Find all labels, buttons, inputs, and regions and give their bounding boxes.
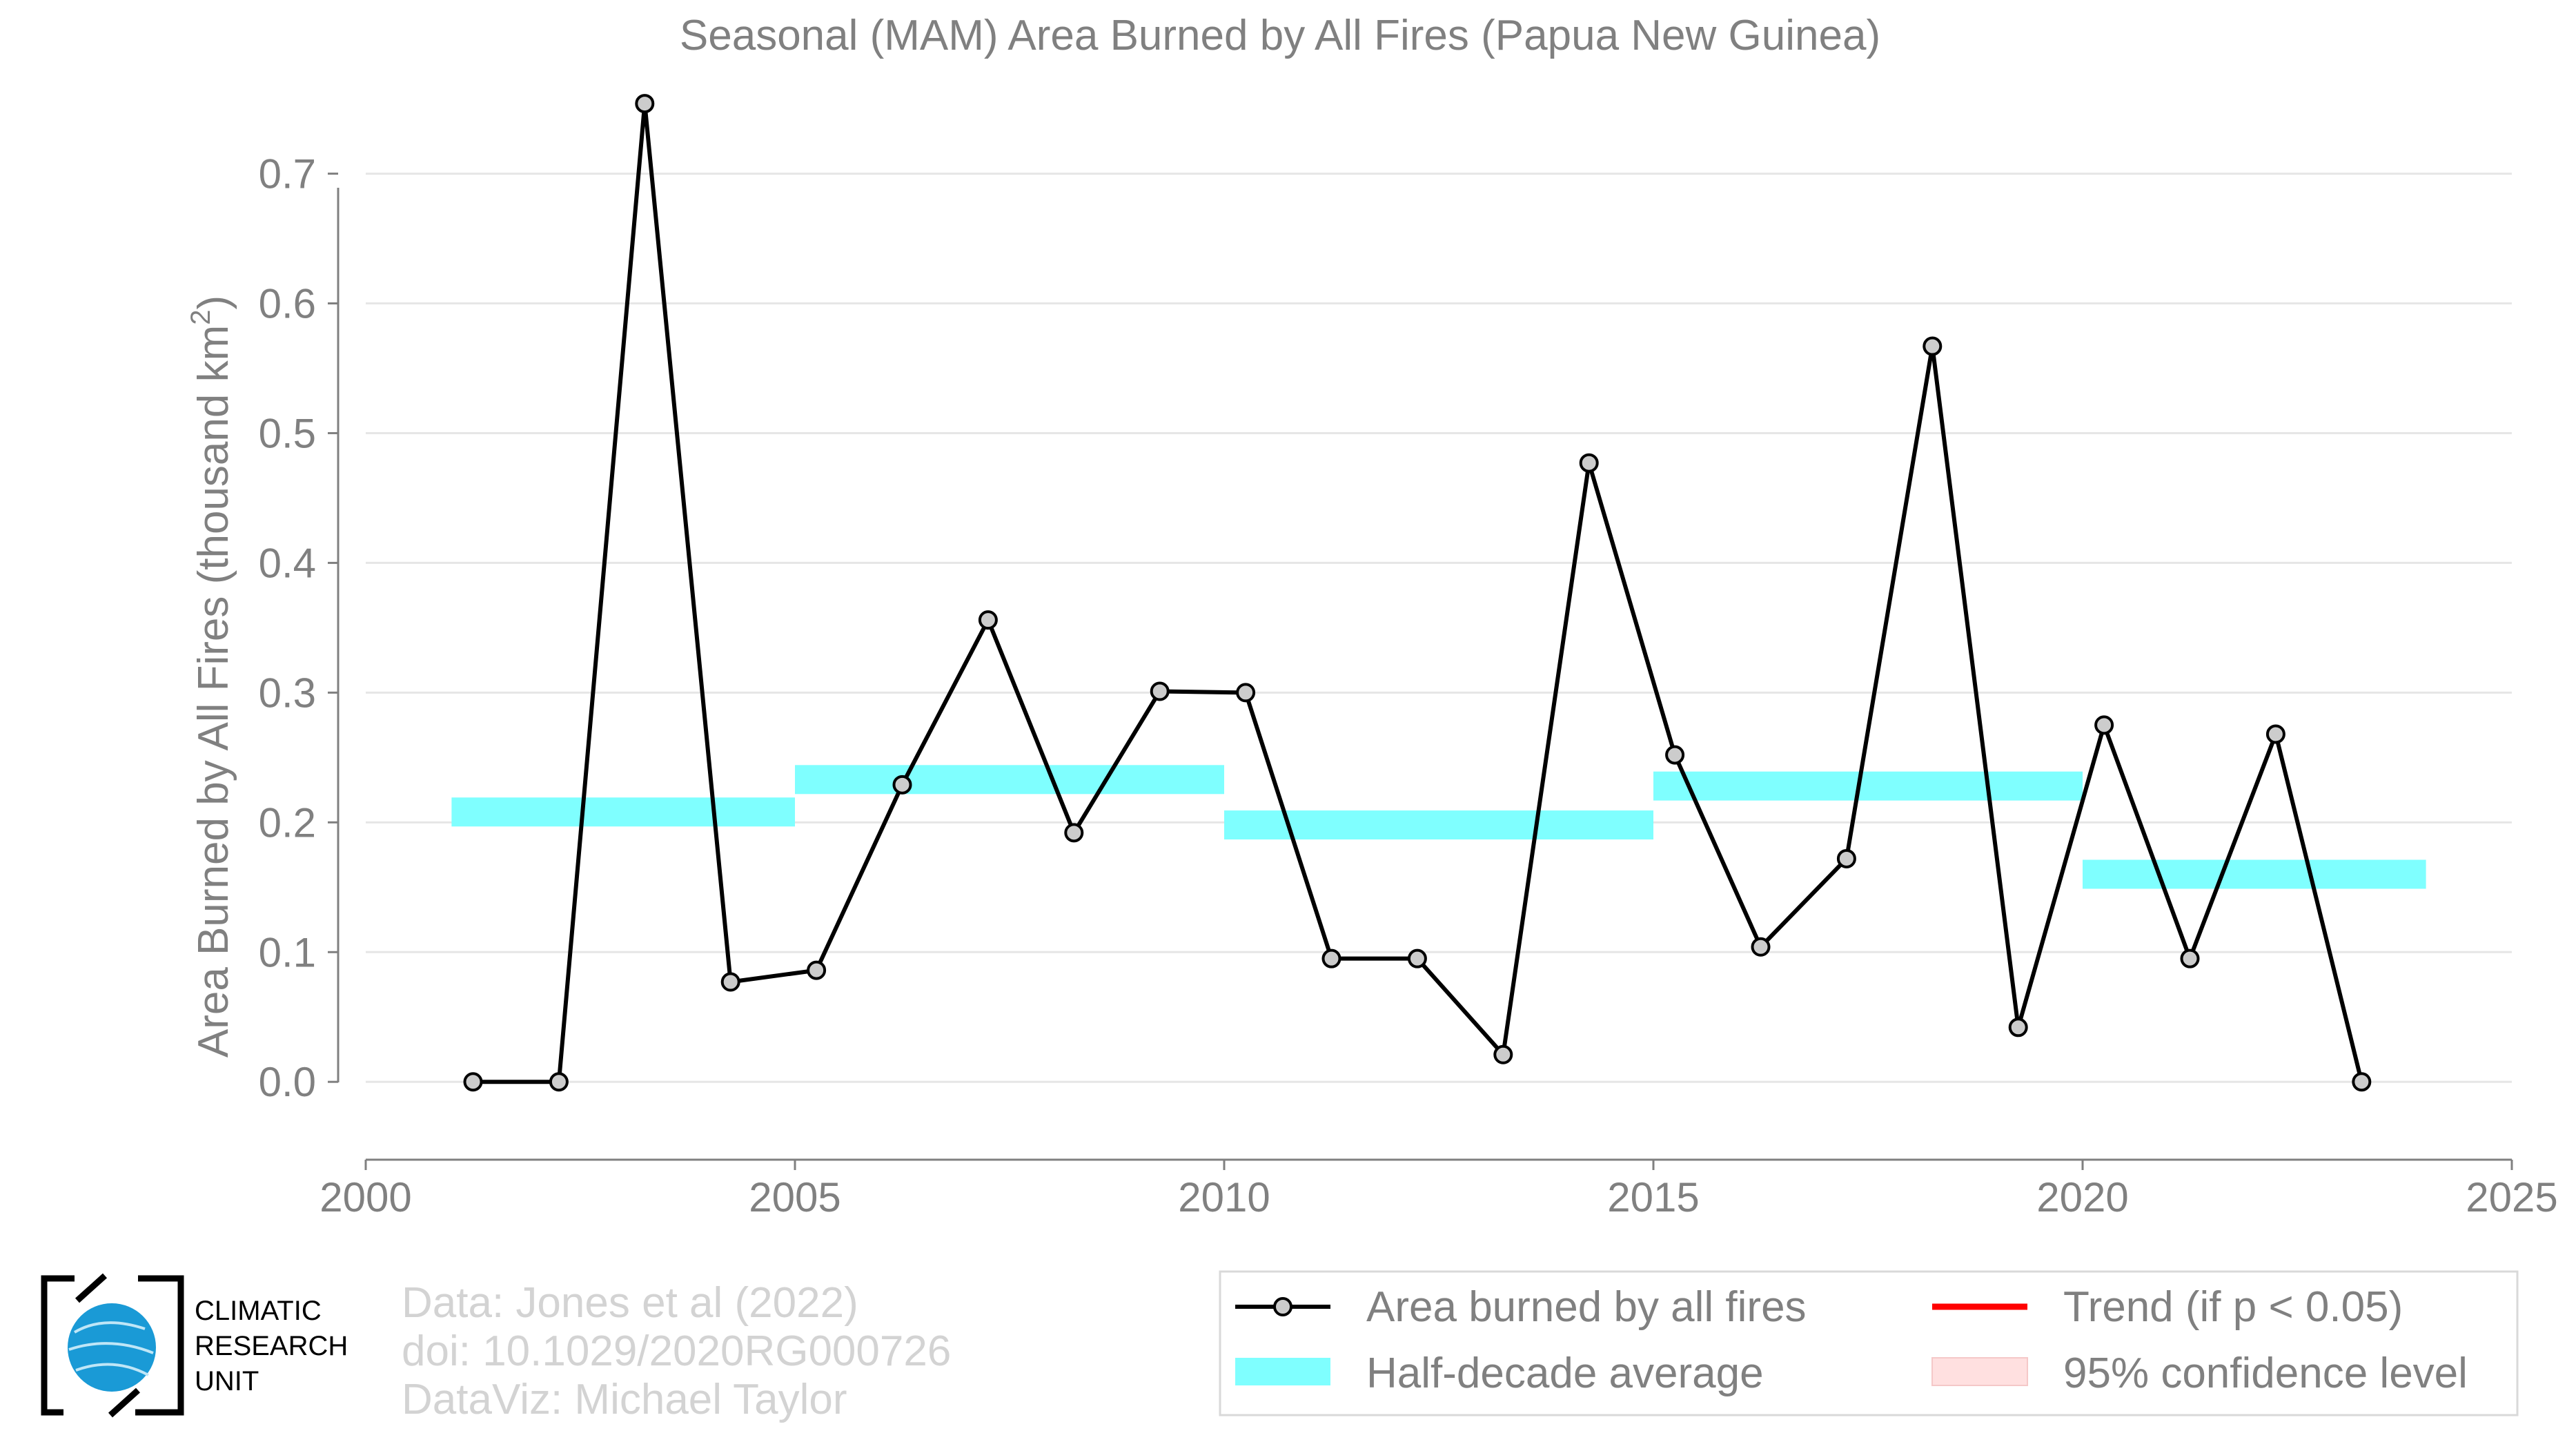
x-tick-label: 2015 <box>1607 1174 1699 1220</box>
y-axis-label-end: ) <box>190 295 237 310</box>
data-point <box>2094 715 2114 735</box>
x-tick-label: 2000 <box>319 1174 411 1220</box>
credit-dataviz: DataViz: Michael Taylor <box>402 1376 847 1423</box>
logo-slash-bottom <box>108 1387 141 1418</box>
data-point <box>1236 683 1256 703</box>
logo-bracket-left <box>41 1275 75 1416</box>
data-point <box>2008 1017 2028 1038</box>
half-decade-bar <box>451 797 795 827</box>
axes <box>337 188 2512 1161</box>
y-tick-label: 0.3 <box>259 670 316 716</box>
data-point <box>1150 681 1170 701</box>
data-point <box>2352 1072 2372 1092</box>
chart-title: Seasonal (MAM) Area Burned by All Fires … <box>680 12 1880 59</box>
legend-label-area-burned: Area burned by all fires <box>1366 1283 1807 1331</box>
data-point <box>720 972 740 992</box>
y-tick-label: 0.5 <box>259 410 316 456</box>
x-ticks: 2000 2005 2010 2015 2020 2025 <box>319 1160 2558 1220</box>
legend-label-confidence: 95% confidence level <box>2063 1350 2468 1397</box>
logo-line-3: UNIT <box>195 1366 259 1396</box>
logo-bracket-right <box>135 1275 184 1416</box>
data-point <box>978 610 998 630</box>
logo-line-1: CLIMATIC <box>195 1296 322 1326</box>
data-point <box>2180 948 2200 968</box>
data-point <box>892 775 912 795</box>
x-tick-label: 2010 <box>1178 1174 1270 1220</box>
credits: Data: Jones et al (2022) doi: 10.1029/20… <box>402 1279 951 1423</box>
data-point <box>1836 848 1856 868</box>
logo-slash-top <box>75 1273 108 1303</box>
legend: Area burned by all fires Trend (if p < 0… <box>1219 1270 2519 1416</box>
data-point <box>1493 1044 1513 1064</box>
logo-globe-swirl <box>68 1321 154 1376</box>
data-point <box>1923 336 1943 356</box>
half-decade-bar <box>795 765 1224 795</box>
y-tick-label: 0.6 <box>259 281 316 327</box>
credit-data: Data: Jones et al (2022) <box>402 1279 858 1327</box>
y-axis-label-sup: 2 <box>186 310 216 325</box>
legend-marker-area-burned <box>1273 1297 1292 1316</box>
data-point <box>1407 948 1427 968</box>
data-point <box>1064 823 1084 843</box>
x-tick-label: 2025 <box>2466 1174 2557 1220</box>
data-point <box>549 1072 569 1092</box>
y-axis-label: Area Burned by All Fires (thousand km2) <box>186 295 237 1058</box>
logo-line-2: RESEARCH <box>195 1331 348 1361</box>
y-tick-label: 0.7 <box>259 151 316 197</box>
x-tick-label: 2005 <box>749 1174 840 1220</box>
grid <box>366 173 2512 1083</box>
half-decade-bar <box>2083 859 2426 889</box>
series-line-area-burned <box>473 101 2364 1084</box>
data-point <box>807 960 827 980</box>
y-tick-label: 0.1 <box>259 929 316 975</box>
series-markers <box>463 94 2372 1092</box>
data-point <box>2265 724 2285 744</box>
half-decade-bar <box>1653 771 2083 801</box>
data-point <box>1665 745 1685 765</box>
legend-swatch-confidence <box>1931 1357 2028 1386</box>
y-axis-label-main: Area Burned by All Fires (thousand km <box>190 325 237 1058</box>
y-tick-label: 0.2 <box>259 799 316 846</box>
legend-box <box>1219 1270 2519 1416</box>
x-tick-label: 2020 <box>2036 1174 2128 1220</box>
data-point <box>1579 453 1599 473</box>
data-point <box>635 94 655 114</box>
half-decade-bar <box>1224 810 1653 840</box>
credit-doi: doi: 10.1029/2020RG000726 <box>402 1327 951 1375</box>
y-tick-label: 0.0 <box>259 1059 316 1105</box>
data-point <box>1751 937 1771 957</box>
data-point <box>1321 948 1341 968</box>
cru-logo: CLIMATIC RESEARCH UNIT <box>41 1273 348 1418</box>
legend-label-trend: Trend (if p < 0.05) <box>2063 1283 2403 1331</box>
legend-swatch-half-decade <box>1235 1358 1330 1385</box>
legend-label-half-decade: Half-decade average <box>1366 1350 1764 1397</box>
y-tick-label: 0.4 <box>259 540 316 586</box>
series-area-burned <box>473 101 2364 1084</box>
half-decade-averages <box>451 765 2426 889</box>
y-ticks: 0.0 0.1 0.2 0.3 0.4 0.5 0.6 0.7 <box>259 151 338 1105</box>
data-point <box>463 1072 483 1092</box>
